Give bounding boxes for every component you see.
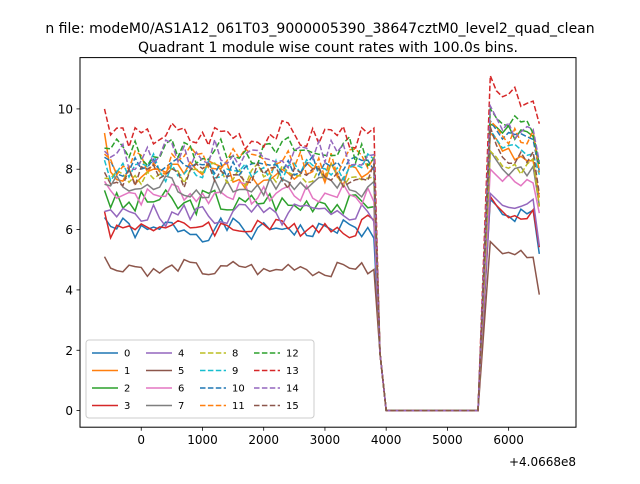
- legend-label-0: 0: [124, 349, 130, 360]
- x-tick-label: 3000: [310, 433, 341, 447]
- legend-label-1: 1: [124, 366, 130, 377]
- legend-label-2: 2: [124, 384, 130, 395]
- chart-title: Quadrant 1 module wise count rates with …: [138, 40, 518, 56]
- x-tick-label: 5000: [432, 433, 463, 447]
- legend-label-13: 13: [286, 366, 299, 377]
- legend-label-3: 3: [124, 401, 130, 412]
- legend-label-8: 8: [232, 349, 238, 360]
- legend-box: [85, 339, 315, 419]
- legend-label-11: 11: [232, 401, 245, 412]
- x-offset-label: +4.0668e8: [509, 455, 576, 469]
- plot-lines: [103, 75, 541, 412]
- legend-label-10: 10: [232, 384, 245, 395]
- series-line-11: [104, 119, 541, 412]
- legend-label-14: 14: [286, 384, 299, 395]
- legend-label-6: 6: [178, 384, 184, 395]
- x-tick-label: 6000: [493, 433, 524, 447]
- axes-frame: [79, 57, 577, 428]
- x-tick-label: 0: [137, 433, 145, 447]
- y-tick-label: 8: [65, 163, 73, 177]
- x-tick-label: 2000: [248, 433, 279, 447]
- x-tick-label: 4000: [371, 433, 402, 447]
- x-tick-label: 1000: [187, 433, 218, 447]
- legend-label-9: 9: [232, 366, 238, 377]
- legend-label-5: 5: [178, 366, 184, 377]
- y-tick-label: 0: [65, 404, 73, 418]
- legend-label-12: 12: [286, 349, 299, 360]
- legend-label-15: 15: [286, 401, 299, 412]
- series-line-15: [103, 126, 541, 412]
- y-tick-label: 4: [65, 283, 73, 297]
- series-line-10: [104, 118, 541, 412]
- legend-label-4: 4: [178, 349, 184, 360]
- y-tick-label: 6: [65, 223, 73, 237]
- legend-label-7: 7: [178, 401, 184, 412]
- figure-suptitle: n file: modeM0/AS1A12_061T03_9000005390_…: [45, 21, 594, 37]
- y-tick-label: 2: [65, 344, 73, 358]
- y-tick-label: 10: [58, 102, 73, 116]
